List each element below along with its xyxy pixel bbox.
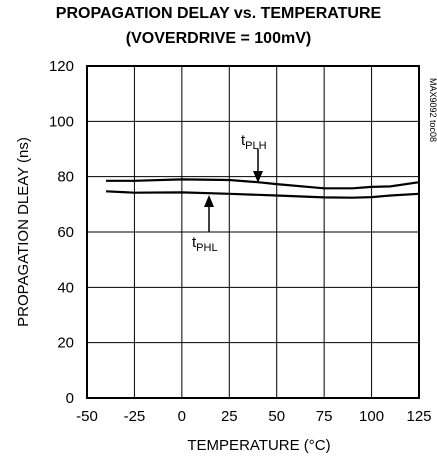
x-tick-label: 50 — [268, 408, 285, 425]
chart-subtitle: (VOVERDRIVE = 100mV) — [0, 29, 437, 49]
x-tick-label: 0 — [178, 408, 186, 425]
watermark: MAX9092 toc08 — [428, 78, 437, 142]
x-tick-label: -50 — [76, 408, 98, 425]
grid — [87, 66, 419, 398]
y-tick-label: 20 — [57, 335, 74, 352]
x-tick-label: -25 — [124, 408, 146, 425]
x-tick-label: 25 — [221, 408, 238, 425]
chart-title: PROPAGATION DELAY vs. TEMPERATURE — [55, 5, 382, 22]
subtitle-close: = 100mV) — [236, 30, 312, 47]
y-tick-label: 80 — [57, 169, 74, 186]
y-axis-label: PROPAGATION DLEAY (ns) — [15, 137, 32, 327]
x-tick-labels: -50 -25 0 25 50 75 100 125 — [76, 408, 431, 425]
series-line-tphl — [105, 190, 420, 199]
tplh-arrowhead — [253, 171, 263, 183]
y-tick-label: 100 — [49, 113, 74, 130]
series-label-tplh: tPLH — [241, 132, 267, 152]
y-tick-label: 120 — [49, 58, 74, 75]
x-axis-label: TEMPERATURE (°C) — [187, 437, 330, 454]
x-tick-label: 125 — [406, 408, 431, 425]
tphl-arrowhead — [204, 195, 214, 207]
series-label-tphl: tPHL — [192, 234, 218, 254]
subtitle-open: (V — [125, 30, 142, 47]
y-tick-label: 60 — [57, 224, 74, 241]
series-line-tplh — [106, 178, 420, 190]
y-tick-labels: 0 20 40 60 80 100 120 — [49, 58, 74, 407]
subtitle-subscript: OVERDRIVE — [141, 30, 237, 47]
y-tick-label: 0 — [66, 390, 74, 407]
plot-frame — [86, 65, 420, 399]
y-tick-label: 40 — [57, 279, 74, 296]
series-lines — [105, 178, 420, 199]
x-tick-label: 75 — [316, 408, 333, 425]
x-tick-label: 100 — [359, 408, 384, 425]
